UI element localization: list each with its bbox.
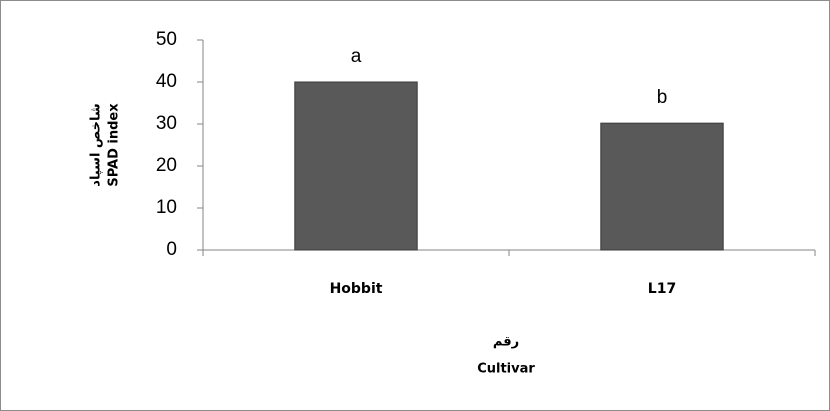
annotation: a bbox=[351, 46, 362, 67]
x-tick-label: Hobbit bbox=[330, 281, 383, 297]
bar bbox=[294, 81, 418, 251]
y-tick-label: 20 bbox=[156, 155, 177, 176]
y-tick-label: 10 bbox=[156, 197, 177, 218]
y-tick-label: 30 bbox=[156, 113, 177, 134]
x-axis-label: Cultivar bbox=[477, 362, 535, 377]
x-tick-label: L17 bbox=[648, 281, 676, 297]
annotation: b bbox=[657, 87, 668, 108]
y-axis-label: شاخص اسپاد bbox=[89, 103, 104, 186]
y-axis-label: SPAD index bbox=[107, 103, 122, 187]
y-tick-label: 50 bbox=[156, 29, 177, 50]
x-axis-label: رقم bbox=[493, 335, 519, 350]
y-tick-label: 0 bbox=[166, 239, 177, 260]
y-tick-label: 40 bbox=[156, 71, 177, 92]
bar bbox=[600, 122, 724, 251]
